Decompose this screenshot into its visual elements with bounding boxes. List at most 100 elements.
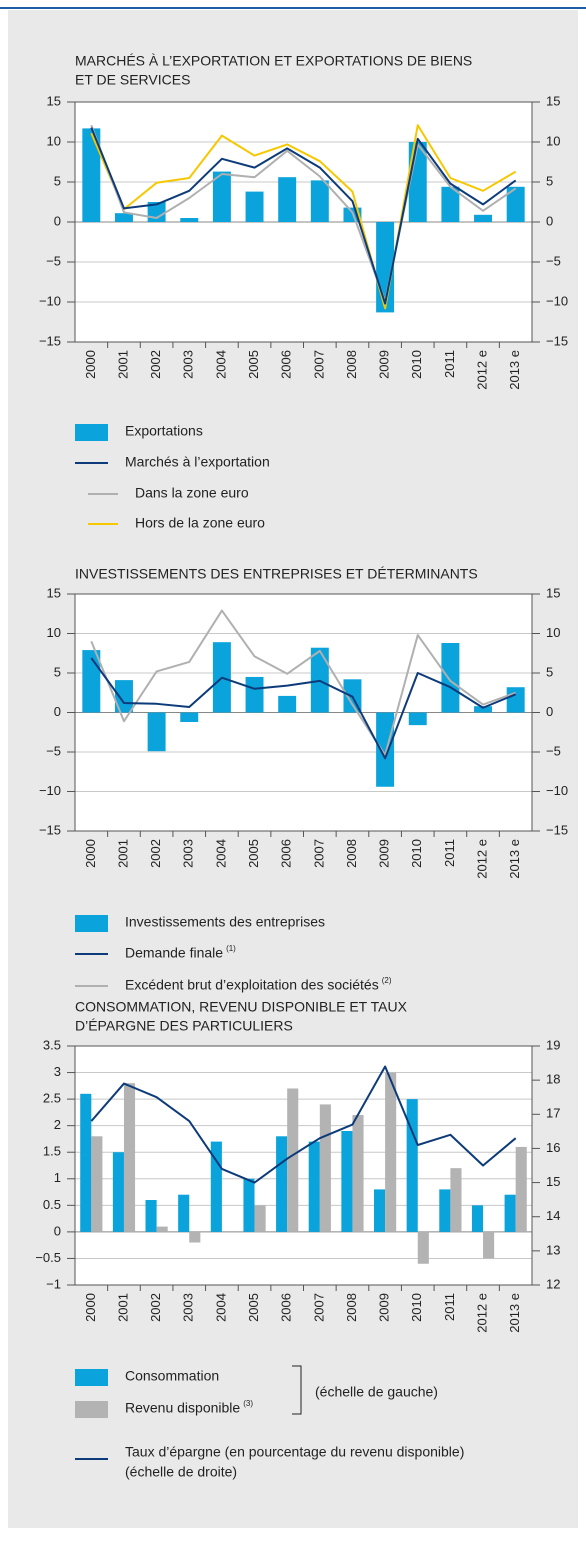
y-tick-label: −10: [39, 783, 61, 798]
bar: [319, 1104, 331, 1232]
bar: [385, 1072, 397, 1232]
y-tick-label: 0: [54, 213, 61, 228]
bar: [91, 1136, 103, 1232]
bar: [483, 1231, 495, 1259]
bar: [474, 706, 493, 713]
plot-area: [75, 1046, 532, 1285]
x-tick-label: 2004: [213, 350, 228, 379]
y2-tick-label: −5: [546, 253, 561, 268]
bar: [406, 1099, 418, 1232]
y-tick-label: 5: [54, 173, 61, 188]
bar: [287, 1088, 299, 1232]
y-tick-label: −15: [39, 333, 61, 348]
line-series: [90, 1065, 517, 1184]
legend-swatch: [75, 424, 108, 441]
x-tick-label: 2001: [115, 350, 130, 379]
x-tick-label: 2007: [311, 350, 326, 379]
bar: [374, 1189, 386, 1232]
y-tick-label: 2: [54, 1117, 61, 1132]
x-tick-label: 2000: [83, 350, 98, 379]
bar: [180, 218, 199, 222]
y-tick-label: −10: [39, 293, 61, 308]
x-tick-label: 2008: [344, 1293, 359, 1322]
y2-tick-label: 15: [546, 93, 560, 108]
x-tick-label: 2002: [148, 1293, 163, 1322]
x-tick-label: 2008: [344, 839, 359, 868]
legend-label: Exportations: [125, 423, 203, 439]
y2-tick-label: 0: [546, 704, 553, 719]
x-tick-label: 2006: [279, 839, 294, 868]
x-tick-label: 2002: [148, 839, 163, 868]
x-tick-label: 2007: [311, 1293, 326, 1322]
bar: [417, 1231, 429, 1264]
y2-tick-label: 17: [546, 1106, 560, 1121]
legend-note: (1): [226, 944, 236, 953]
y-tick-label: 2.5: [43, 1091, 61, 1106]
bar: [450, 1168, 462, 1232]
plot-frame: [74, 1045, 533, 1286]
x-tick-label: 2000: [83, 1293, 98, 1322]
y2-tick-label: 5: [546, 664, 553, 679]
x-tick-label: 2013 e: [507, 839, 522, 879]
bar: [341, 1130, 353, 1232]
line-series: [90, 609, 517, 757]
x-tick-label: 2010: [409, 1293, 424, 1322]
y2-tick-label: 18: [546, 1072, 560, 1087]
bar: [112, 1152, 124, 1232]
bar: [147, 712, 166, 752]
legend-label: Excédent brut d’exploitation des société…: [125, 977, 379, 993]
legend-label: Investissements des entreprises: [125, 914, 325, 930]
x-tick-label: 2003: [181, 350, 196, 379]
x-tick-label: 2011: [442, 839, 457, 867]
x-tick-label: 2007: [311, 839, 326, 868]
y2-tick-label: −15: [546, 822, 568, 837]
y-tick-label: 5: [54, 664, 61, 679]
y-tick-label: 3.5: [43, 1037, 61, 1052]
legend-label: Demande finale: [125, 945, 223, 961]
legend-note: (3): [243, 1399, 253, 1408]
y2-tick-label: 10: [546, 133, 560, 148]
y2-tick-label: 5: [546, 173, 553, 188]
bar: [189, 1231, 201, 1243]
y2-tick-label: −10: [546, 783, 568, 798]
x-tick-label: 2001: [115, 1293, 130, 1322]
bar: [212, 171, 231, 222]
x-tick-label: 2011: [442, 350, 457, 378]
y-tick-label: 15: [47, 93, 61, 108]
x-tick-label: 2012 e: [474, 1293, 489, 1333]
bar: [352, 1115, 364, 1232]
y2-tick-label: 10: [546, 625, 560, 640]
x-tick-label: 2002: [148, 350, 163, 379]
chart-title: CONSOMMATION, REVENU DISPONIBLE ET TAUX: [75, 999, 408, 1015]
bar: [506, 687, 525, 713]
bar: [276, 1136, 288, 1232]
bar: [80, 1093, 92, 1232]
y2-tick-label: 19: [546, 1037, 560, 1052]
chart-title: D’ÉPARGNE DES PARTICULIERS: [75, 1018, 293, 1034]
y-tick-label: 1: [54, 1170, 61, 1185]
bar: [408, 712, 427, 726]
legend-label: Consommation: [125, 1368, 219, 1384]
chart-title: INVESTISSEMENTS DES ENTREPRISES ET DÉTER…: [75, 566, 478, 582]
y2-tick-label: 12: [546, 1276, 560, 1291]
chart-title: MARCHÉS À L’EXPORTATION ET EXPORTATIONS …: [75, 53, 472, 69]
bar: [471, 1205, 484, 1232]
bar: [376, 712, 395, 787]
legend-bracket: [292, 1365, 302, 1415]
bar: [278, 177, 297, 222]
bar: [441, 642, 460, 713]
legend-scale-label: (échelle de droite): [125, 1464, 237, 1480]
x-tick-label: 2009: [377, 839, 392, 868]
x-tick-label: 2003: [181, 1293, 196, 1322]
legend-swatch: [75, 915, 108, 932]
y-tick-label: −0.5: [35, 1250, 61, 1265]
y-tick-label: 10: [47, 625, 61, 640]
x-tick-label: 2011: [442, 1293, 457, 1321]
x-tick-label: 2005: [246, 1293, 261, 1322]
bar: [180, 712, 199, 722]
x-tick-label: 2012 e: [474, 350, 489, 390]
x-tick-label: 2009: [377, 1293, 392, 1322]
bar: [506, 186, 525, 222]
bar: [474, 214, 493, 222]
y2-tick-label: 15: [546, 585, 560, 600]
